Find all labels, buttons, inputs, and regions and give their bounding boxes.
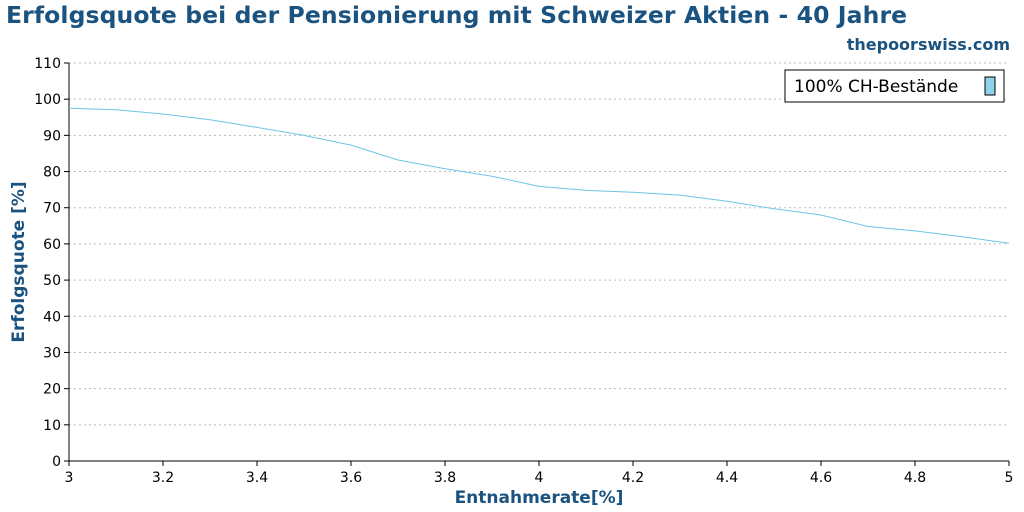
grid: [69, 62, 1009, 426]
y-tick-label: 60: [43, 237, 61, 253]
y-ticks: 0 10 20 30 40 50 60 70 80 90 100 110: [34, 56, 69, 470]
series-group: [68, 107, 1010, 244]
legend: 100% CH-Bestände: [784, 69, 1005, 103]
x-tick-label: 3.2: [152, 470, 174, 486]
legend-label: 100% CH-Bestände: [794, 77, 958, 97]
x-tick-label: 3.6: [340, 470, 362, 486]
x-tick-label: 4.4: [716, 470, 738, 486]
x-ticks: 3 3.2 3.4 3.6 3.8 4 4.2 4.4 4.6 4.8 5: [65, 461, 1014, 486]
y-tick-label: 50: [43, 273, 61, 289]
x-tick-label: 4.8: [904, 470, 926, 486]
y-tick-label: 30: [43, 345, 61, 361]
y-tick-label: 40: [43, 309, 61, 325]
y-tick-label: 110: [34, 56, 61, 72]
legend-box: [784, 69, 1005, 103]
x-tick-label: 3.4: [246, 470, 268, 486]
chart-title: Erfolgsquote bei der Pensionierung mit S…: [6, 1, 908, 29]
y-tick-label: 10: [43, 418, 61, 434]
x-tick-label: 5: [1005, 470, 1014, 486]
y-axis-label: Erfolgsquote [%]: [9, 181, 29, 342]
x-tick-label: 4: [535, 470, 544, 486]
series-line: [68, 107, 1010, 244]
y-tick-label: 70: [43, 201, 61, 217]
source-label: thepoorswiss.com: [846, 35, 1010, 54]
legend-swatch: [984, 76, 996, 96]
y-tick-label: 0: [52, 454, 61, 470]
x-axis-label: Entnahmerate[%]: [455, 488, 624, 508]
y-tick-label: 20: [43, 382, 61, 398]
y-tick-label: 100: [34, 92, 61, 108]
y-tick-label: 80: [43, 165, 61, 181]
x-tick-label: 4.6: [810, 470, 832, 486]
axes: [68, 63, 1009, 462]
x-tick-label: 4.2: [622, 470, 644, 486]
x-tick-label: 3.8: [434, 470, 456, 486]
y-tick-label: 90: [43, 128, 61, 144]
x-tick-label: 3: [65, 470, 74, 486]
